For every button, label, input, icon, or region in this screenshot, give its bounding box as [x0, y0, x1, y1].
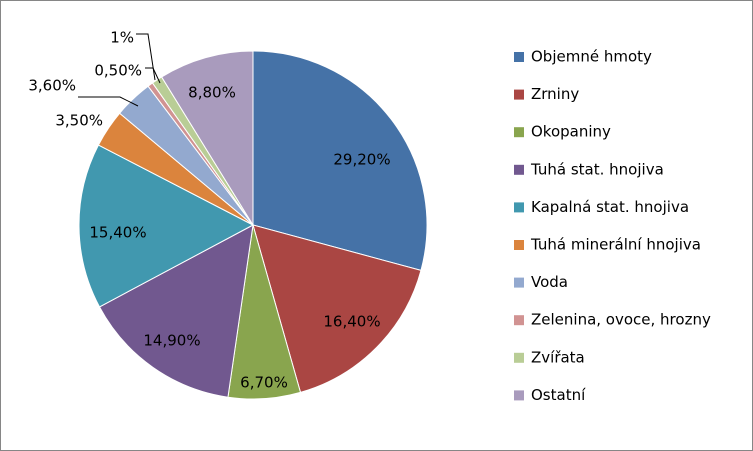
data-label: 6,70% — [240, 374, 288, 392]
legend-swatch — [514, 390, 524, 401]
legend-swatch — [514, 164, 524, 175]
legend-label: Okopaniny — [531, 123, 611, 141]
pie-slice — [252, 224, 422, 394]
pie-slice — [252, 50, 428, 272]
data-label: 3,60% — [28, 77, 76, 95]
data-label: 8,80% — [188, 84, 236, 102]
leader-lines — [78, 33, 161, 107]
data-label: 16,40% — [323, 313, 380, 331]
legend: Objemné hmoty Zrniny Okopaniny Tuhá stat. h… — [514, 48, 711, 404]
leader-line — [136, 33, 156, 81]
data-label: 0,50% — [94, 62, 142, 80]
legend-swatch — [514, 315, 524, 326]
legend-label: Kapalná stat. hnojiva — [531, 198, 689, 216]
legend-swatch — [514, 277, 524, 288]
legend-swatch — [514, 202, 524, 213]
pie-slice — [98, 224, 254, 398]
data-label: 14,90% — [143, 332, 200, 350]
data-labels: 29,20% 16,40% 6,70% 14,90% 15,40% 3,50% 3,60% 0… — [28, 29, 390, 392]
legend-label: Voda — [531, 273, 568, 291]
data-label: 3,50% — [55, 112, 103, 130]
legend-swatch — [514, 240, 524, 250]
pie-slice — [160, 50, 254, 227]
legend-label: Zrniny — [531, 85, 579, 103]
legend-swatch — [514, 52, 524, 62]
leader-line — [78, 96, 139, 107]
legend-swatch — [514, 127, 524, 138]
pie-slices — [78, 50, 428, 400]
legend-label: Zelenina, ovoce, hrozny — [531, 311, 711, 329]
data-label: 1% — [110, 29, 134, 47]
legend-label: Tuhá stat. hnojiva — [530, 160, 664, 178]
legend-swatch — [514, 352, 524, 363]
legend-label: Zvířata — [531, 348, 585, 366]
legend-label: Tuhá minerální hnojiva — [530, 236, 701, 254]
legend-swatch — [514, 89, 524, 100]
legend-label: Ostatní — [531, 386, 586, 404]
data-label: 15,40% — [89, 224, 146, 242]
data-label: 29,20% — [333, 151, 390, 169]
pie-slice — [78, 144, 255, 308]
legend-label: Objemné hmoty — [531, 48, 652, 66]
